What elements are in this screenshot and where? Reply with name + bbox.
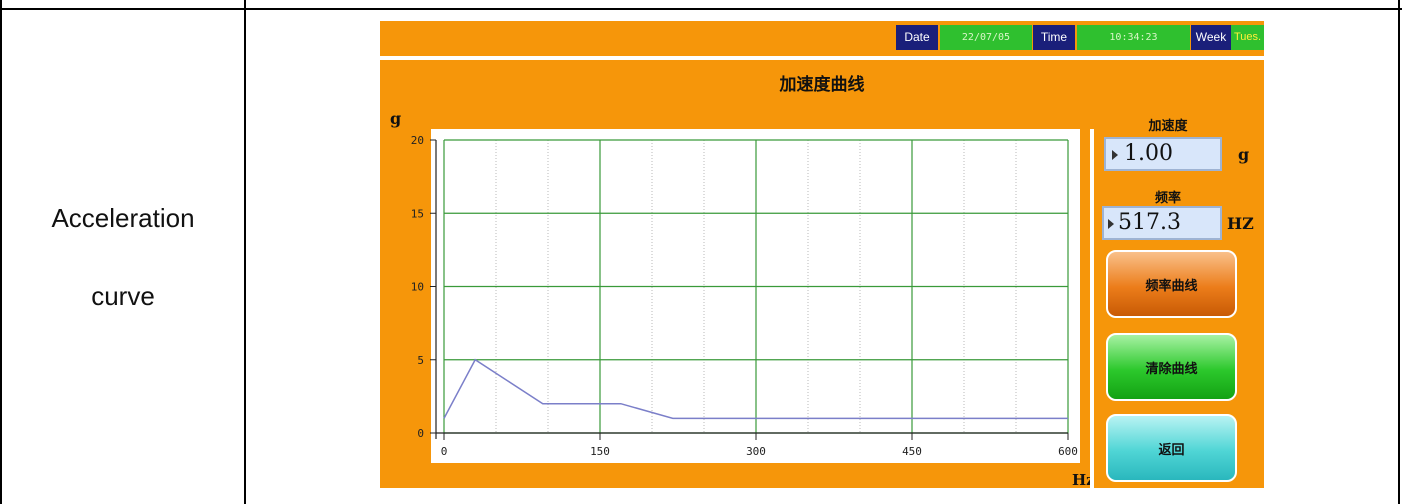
x-tick-label: 300 <box>746 445 766 458</box>
date-label: Date <box>896 25 938 50</box>
frequency-unit: HZ <box>1227 214 1254 233</box>
y-tick-label: 15 <box>411 207 424 220</box>
x-tick-label: 600 <box>1058 445 1078 458</box>
panel-divider <box>1090 129 1094 488</box>
acceleration-label: 加速度 <box>1148 119 1188 134</box>
y-tick-label: 20 <box>411 134 424 147</box>
frequency-label: 频率 <box>1154 191 1181 206</box>
page-title: 加速度曲线 <box>779 75 865 95</box>
row-label-cell: Acceleration curve <box>2 10 244 504</box>
acceleration-value: 1.00 <box>1124 141 1173 166</box>
clear-curve-button[interactable]: 清除曲线 <box>1106 333 1237 401</box>
frequency-value: 517.3 <box>1118 210 1181 235</box>
hmi-screen: Date 22/07/05 Time 10:34:23 Week Tues. 加… <box>380 21 1264 488</box>
acceleration-readout: 1.00 <box>1104 137 1222 171</box>
y-tick-label: 0 <box>417 427 424 440</box>
acceleration-series-line <box>443 358 1068 420</box>
readout-marker-icon <box>1112 150 1118 160</box>
row-label-line2: curve <box>91 281 155 311</box>
x-tick-label: 0 <box>441 445 448 458</box>
time-value: 10:34:23 <box>1077 25 1190 50</box>
readout-marker-icon <box>1108 219 1114 229</box>
x-tick-label: 450 <box>902 445 922 458</box>
time-label: Time <box>1033 25 1075 50</box>
y-axis-label: g <box>390 109 401 128</box>
status-bar: Date 22/07/05 Time 10:34:23 Week Tues. <box>380 21 1264 56</box>
back-button[interactable]: 返回 <box>1106 414 1237 482</box>
y-tick-label: 5 <box>417 354 424 367</box>
table-column-rule <box>244 0 246 504</box>
table-top-rule <box>0 8 1402 10</box>
frequency-curve-button[interactable]: 频率曲线 <box>1106 250 1237 318</box>
x-tick-label: 150 <box>590 445 610 458</box>
acceleration-chart: 0 150 300 450 600 0 5 10 15 20 g Hz <box>390 109 1092 488</box>
week-value: Tues. <box>1231 25 1264 50</box>
table-right-rule <box>1398 0 1400 504</box>
date-value: 22/07/05 <box>940 25 1032 50</box>
x-axis-label: Hz <box>1072 471 1092 488</box>
table-left-rule <box>0 0 2 504</box>
y-tick-label: 10 <box>411 281 424 294</box>
frequency-readout: 517.3 <box>1102 206 1222 240</box>
row-label-line1: Acceleration <box>51 203 195 233</box>
week-label: Week <box>1191 25 1231 50</box>
status-bar-divider <box>380 56 1264 60</box>
acceleration-unit: g <box>1238 145 1250 164</box>
